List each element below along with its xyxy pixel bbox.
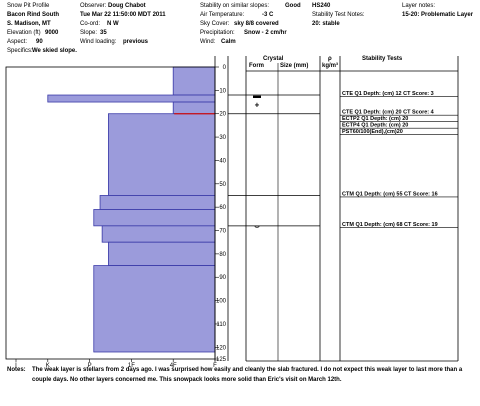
stability-test-label: CTE Q1 Depth: (cm) 20 CT Score: 4 <box>342 110 435 116</box>
wind-loading-value: previous <box>123 39 149 45</box>
hardness-bar <box>108 113 216 196</box>
hardness-tick-label: I <box>15 363 17 369</box>
specifics-value: We skied slope. <box>32 48 77 54</box>
coord-label: Co-ord: <box>80 21 101 27</box>
header-title: Snow Pit Profile <box>7 3 50 9</box>
hardness-bar <box>172 101 216 115</box>
slope-value: 35 <box>100 30 107 36</box>
stability-notes-label: Stability Test Notes: <box>312 12 365 18</box>
aspect-label: Aspect: <box>7 39 28 45</box>
elevation-label: Elevation (ft) <box>7 30 41 36</box>
crystal-symbol: + <box>255 100 260 109</box>
stability-test-label: ECTP4 Q1 Depth: (cm) 20 <box>342 123 408 129</box>
stability-tests-header: Stability Tests <box>362 56 403 62</box>
pit-range: S. Madison, MT <box>7 21 51 27</box>
stability-notes-value: 20: stable <box>312 21 340 27</box>
depth-tick-label: 20 <box>219 112 226 118</box>
size-header: Size (mm) <box>280 63 309 69</box>
crystal-header: Crystal <box>263 56 284 62</box>
crystal-symbol: ⌣ <box>254 222 259 231</box>
sky-cover-value: sky 8/8 covered <box>234 21 279 27</box>
stability-label: Stability on similar slopes: <box>200 3 270 9</box>
density-header: ρ <box>328 56 332 62</box>
wind-loading-label: Wind loading: <box>80 39 117 45</box>
snow-height: HS240 <box>312 3 331 9</box>
depth-tick-label: 70 <box>219 229 226 235</box>
precipitation-value: Snow - 2 cm/hr <box>244 30 287 36</box>
layer-notes-label: Layer notes: <box>402 3 436 9</box>
crystal-symbol: ▬ <box>253 91 261 100</box>
depth-tick-label: 90 <box>219 275 226 281</box>
sky-cover-label: Sky Cover: <box>200 21 230 27</box>
form-header: Form <box>249 63 264 69</box>
depth-tick-label: 110 <box>216 322 226 328</box>
hardness-tick-label: F <box>213 363 217 369</box>
wind-value: Calm <box>221 39 236 45</box>
aspect-value: 90 <box>36 39 43 45</box>
coord-value: N W <box>107 21 119 27</box>
elevation-value: 9000 <box>45 30 59 36</box>
hardness-tick-label: 4F <box>170 363 177 369</box>
hardness-bar <box>172 66 216 96</box>
hardness-bar <box>93 265 216 353</box>
depth-tick-label: 120 <box>216 345 227 351</box>
stability-test-label: ECTP2 Q1 Depth: (cm) 20 <box>342 116 408 122</box>
hardness-bar <box>108 241 216 266</box>
observation-date: Tue Mar 22 11:50:00 MDT 2011 <box>80 12 166 18</box>
hardness-bar <box>101 225 216 243</box>
depth-tick-label: 125 <box>216 357 227 363</box>
hardness-bar <box>47 94 216 103</box>
observer-label: Observer: <box>80 3 107 9</box>
depth-tick-label: 30 <box>219 135 226 141</box>
depth-tick-label: 100 <box>216 299 227 305</box>
observer-value: Doug Chabot <box>108 3 146 9</box>
slope-label: Slope: <box>80 30 98 36</box>
layer-notes-value: 15-20: Problematic Layer <box>402 12 474 18</box>
depth-tick-label: 80 <box>219 252 226 258</box>
depth-tick-label: 50 <box>219 182 226 188</box>
depth-tick-label: 0 <box>223 65 227 71</box>
depth-tick-label: 40 <box>219 158 226 164</box>
stability-test-label: CTE Q1 Depth: (cm) 12 CT Score: 3 <box>342 91 434 97</box>
pit-location: Bacon Rind South <box>7 12 59 18</box>
density-unit: kg/m³ <box>322 63 339 69</box>
wind-label: Wind: <box>200 39 216 45</box>
hardness-tick-label: 1F <box>128 363 135 369</box>
hardness-bar <box>99 195 216 210</box>
hardness-tick-label: P <box>88 363 92 369</box>
depth-tick-label: 10 <box>219 88 226 94</box>
specifics-label: Specifics: <box>7 48 33 54</box>
notes-label: Notes: <box>7 367 26 373</box>
air-temp-label: Air Temperature: <box>200 12 245 18</box>
depth-tick-label: 60 <box>219 205 226 211</box>
stability-test-label: CTM Q1 Depth: (cm) 68 CT Score: 19 <box>342 222 438 228</box>
hardness-bar <box>93 209 216 227</box>
notes-line-2: couple days. No other layers concerned m… <box>32 377 342 383</box>
air-temp-value: -3 C <box>262 12 274 18</box>
notes-line-1: The weak layer is stellars from 2 days a… <box>32 367 463 373</box>
stability-value: Good <box>285 3 301 9</box>
stability-test-label: CTM Q1 Depth: (cm) 55 CT Score: 16 <box>342 191 438 197</box>
hardness-tick-label: K <box>46 363 50 369</box>
precipitation-label: Precipitation: <box>200 30 235 36</box>
stability-test-label: PST60/100(End),(cm)20 <box>342 129 403 135</box>
